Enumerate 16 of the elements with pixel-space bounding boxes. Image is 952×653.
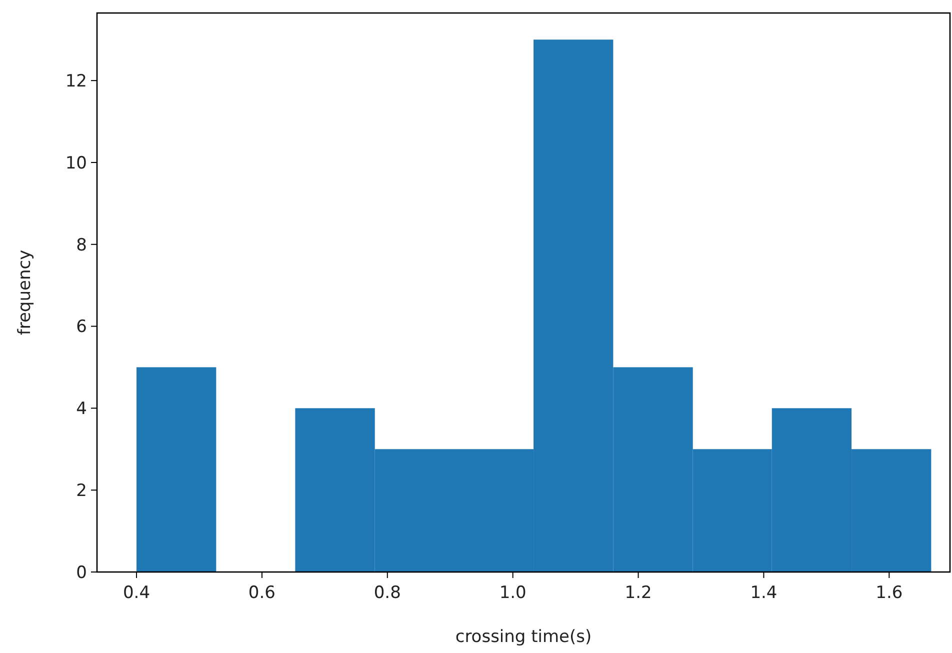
y-tick-label: 6 (76, 317, 87, 338)
y-axis-title: frequency (15, 250, 35, 336)
x-axis-title: crossing time(s) (455, 627, 592, 647)
y-tick-label: 2 (76, 481, 87, 502)
x-tick-label: 1.6 (876, 583, 903, 603)
y-tick-label: 10 (65, 153, 87, 174)
x-tick-label: 1.0 (499, 583, 526, 603)
y-tick-label: 4 (76, 399, 87, 420)
x-tick-label: 0.4 (122, 583, 150, 603)
y-tick-label: 0 (76, 562, 87, 583)
x-tick-label: 0.8 (374, 583, 401, 603)
x-tick-label: 1.2 (624, 583, 652, 603)
y-tick-label: 8 (76, 235, 87, 256)
y-tick-label: 12 (65, 72, 87, 92)
x-tick-label: 1.4 (750, 583, 778, 603)
x-tick-label: 0.6 (248, 583, 276, 603)
